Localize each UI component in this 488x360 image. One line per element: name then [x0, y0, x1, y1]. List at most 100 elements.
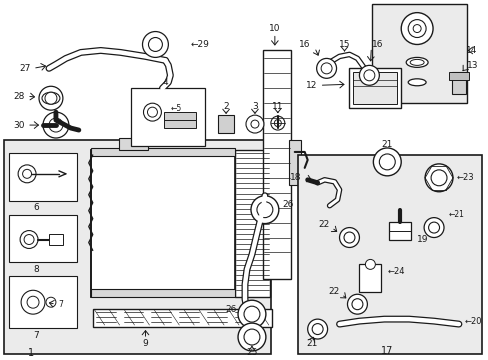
Text: 2: 2: [223, 102, 228, 111]
Text: ←5: ←5: [170, 104, 181, 113]
Circle shape: [407, 19, 425, 37]
Circle shape: [46, 297, 56, 307]
Circle shape: [401, 13, 432, 45]
Text: 18: 18: [289, 173, 301, 182]
Bar: [93, 309, 271, 327]
Text: 10: 10: [268, 24, 280, 33]
Bar: [9, 276, 77, 328]
Text: 25: 25: [246, 348, 257, 357]
Text: 26: 26: [282, 200, 294, 209]
Text: 4: 4: [162, 78, 168, 87]
Bar: [91, 289, 235, 297]
Text: 16: 16: [371, 40, 382, 49]
Bar: [288, 140, 300, 185]
Circle shape: [147, 107, 157, 117]
Circle shape: [379, 154, 394, 170]
Circle shape: [244, 306, 260, 322]
Bar: [359, 264, 381, 292]
Circle shape: [142, 32, 168, 57]
Circle shape: [21, 290, 45, 314]
Circle shape: [311, 324, 323, 334]
Text: 1: 1: [28, 348, 34, 358]
Circle shape: [45, 92, 57, 104]
Text: 21: 21: [305, 339, 317, 348]
Text: 8: 8: [33, 265, 39, 274]
Text: ←23: ←23: [456, 173, 474, 182]
Circle shape: [347, 294, 366, 314]
Bar: [4, 140, 270, 354]
Text: 22: 22: [318, 220, 329, 229]
Bar: [448, 72, 468, 80]
Circle shape: [244, 329, 260, 345]
Circle shape: [427, 222, 439, 233]
Bar: [297, 155, 481, 354]
Circle shape: [20, 230, 38, 248]
Text: 17: 17: [380, 346, 393, 356]
Bar: [130, 88, 205, 146]
Text: 15: 15: [338, 40, 349, 49]
Bar: [4, 140, 270, 354]
Ellipse shape: [407, 79, 425, 86]
Circle shape: [412, 24, 420, 32]
Circle shape: [18, 165, 36, 183]
Ellipse shape: [409, 59, 423, 66]
Bar: [9, 215, 77, 262]
Text: 9: 9: [142, 339, 148, 348]
Text: 27: 27: [20, 64, 31, 73]
Circle shape: [22, 169, 32, 178]
Circle shape: [274, 120, 281, 127]
Bar: [49, 234, 63, 246]
Circle shape: [49, 118, 63, 132]
Text: 28: 28: [14, 92, 25, 101]
Bar: [164, 118, 196, 128]
Text: 22: 22: [327, 287, 339, 296]
Text: 12: 12: [305, 81, 317, 90]
Circle shape: [43, 112, 69, 138]
Bar: [371, 4, 466, 103]
Bar: [235, 150, 269, 297]
Circle shape: [238, 323, 265, 351]
Text: 11: 11: [271, 102, 283, 111]
Circle shape: [343, 232, 354, 243]
Circle shape: [148, 37, 162, 51]
Circle shape: [423, 218, 443, 238]
Bar: [371, 4, 466, 103]
Text: 30: 30: [14, 121, 25, 130]
Text: 13: 13: [466, 61, 477, 70]
Circle shape: [307, 319, 327, 339]
Ellipse shape: [42, 92, 60, 104]
Circle shape: [363, 70, 374, 81]
Circle shape: [359, 66, 379, 85]
Bar: [349, 68, 401, 108]
Bar: [263, 50, 290, 279]
Text: ←29: ←29: [190, 40, 209, 49]
Circle shape: [245, 115, 264, 133]
Circle shape: [321, 63, 331, 74]
Text: 21: 21: [381, 140, 392, 149]
Text: 7: 7: [33, 330, 39, 339]
Bar: [91, 148, 235, 156]
Text: 14: 14: [465, 46, 476, 55]
Circle shape: [27, 296, 39, 308]
Circle shape: [430, 170, 446, 186]
Circle shape: [250, 196, 278, 224]
Circle shape: [351, 299, 362, 310]
Circle shape: [143, 103, 161, 121]
Bar: [353, 72, 396, 104]
Bar: [9, 153, 77, 201]
Text: 19: 19: [416, 235, 428, 244]
Text: ←20: ←20: [464, 316, 482, 325]
Bar: [218, 115, 234, 133]
Bar: [91, 150, 235, 297]
Circle shape: [373, 148, 401, 176]
Text: 26: 26: [225, 305, 237, 314]
Circle shape: [316, 58, 336, 78]
Bar: [164, 112, 196, 120]
Circle shape: [256, 202, 272, 218]
Circle shape: [238, 300, 265, 328]
Bar: [297, 155, 481, 354]
Text: 7: 7: [59, 300, 63, 309]
Circle shape: [339, 228, 359, 247]
Circle shape: [365, 260, 375, 269]
Circle shape: [24, 234, 34, 244]
